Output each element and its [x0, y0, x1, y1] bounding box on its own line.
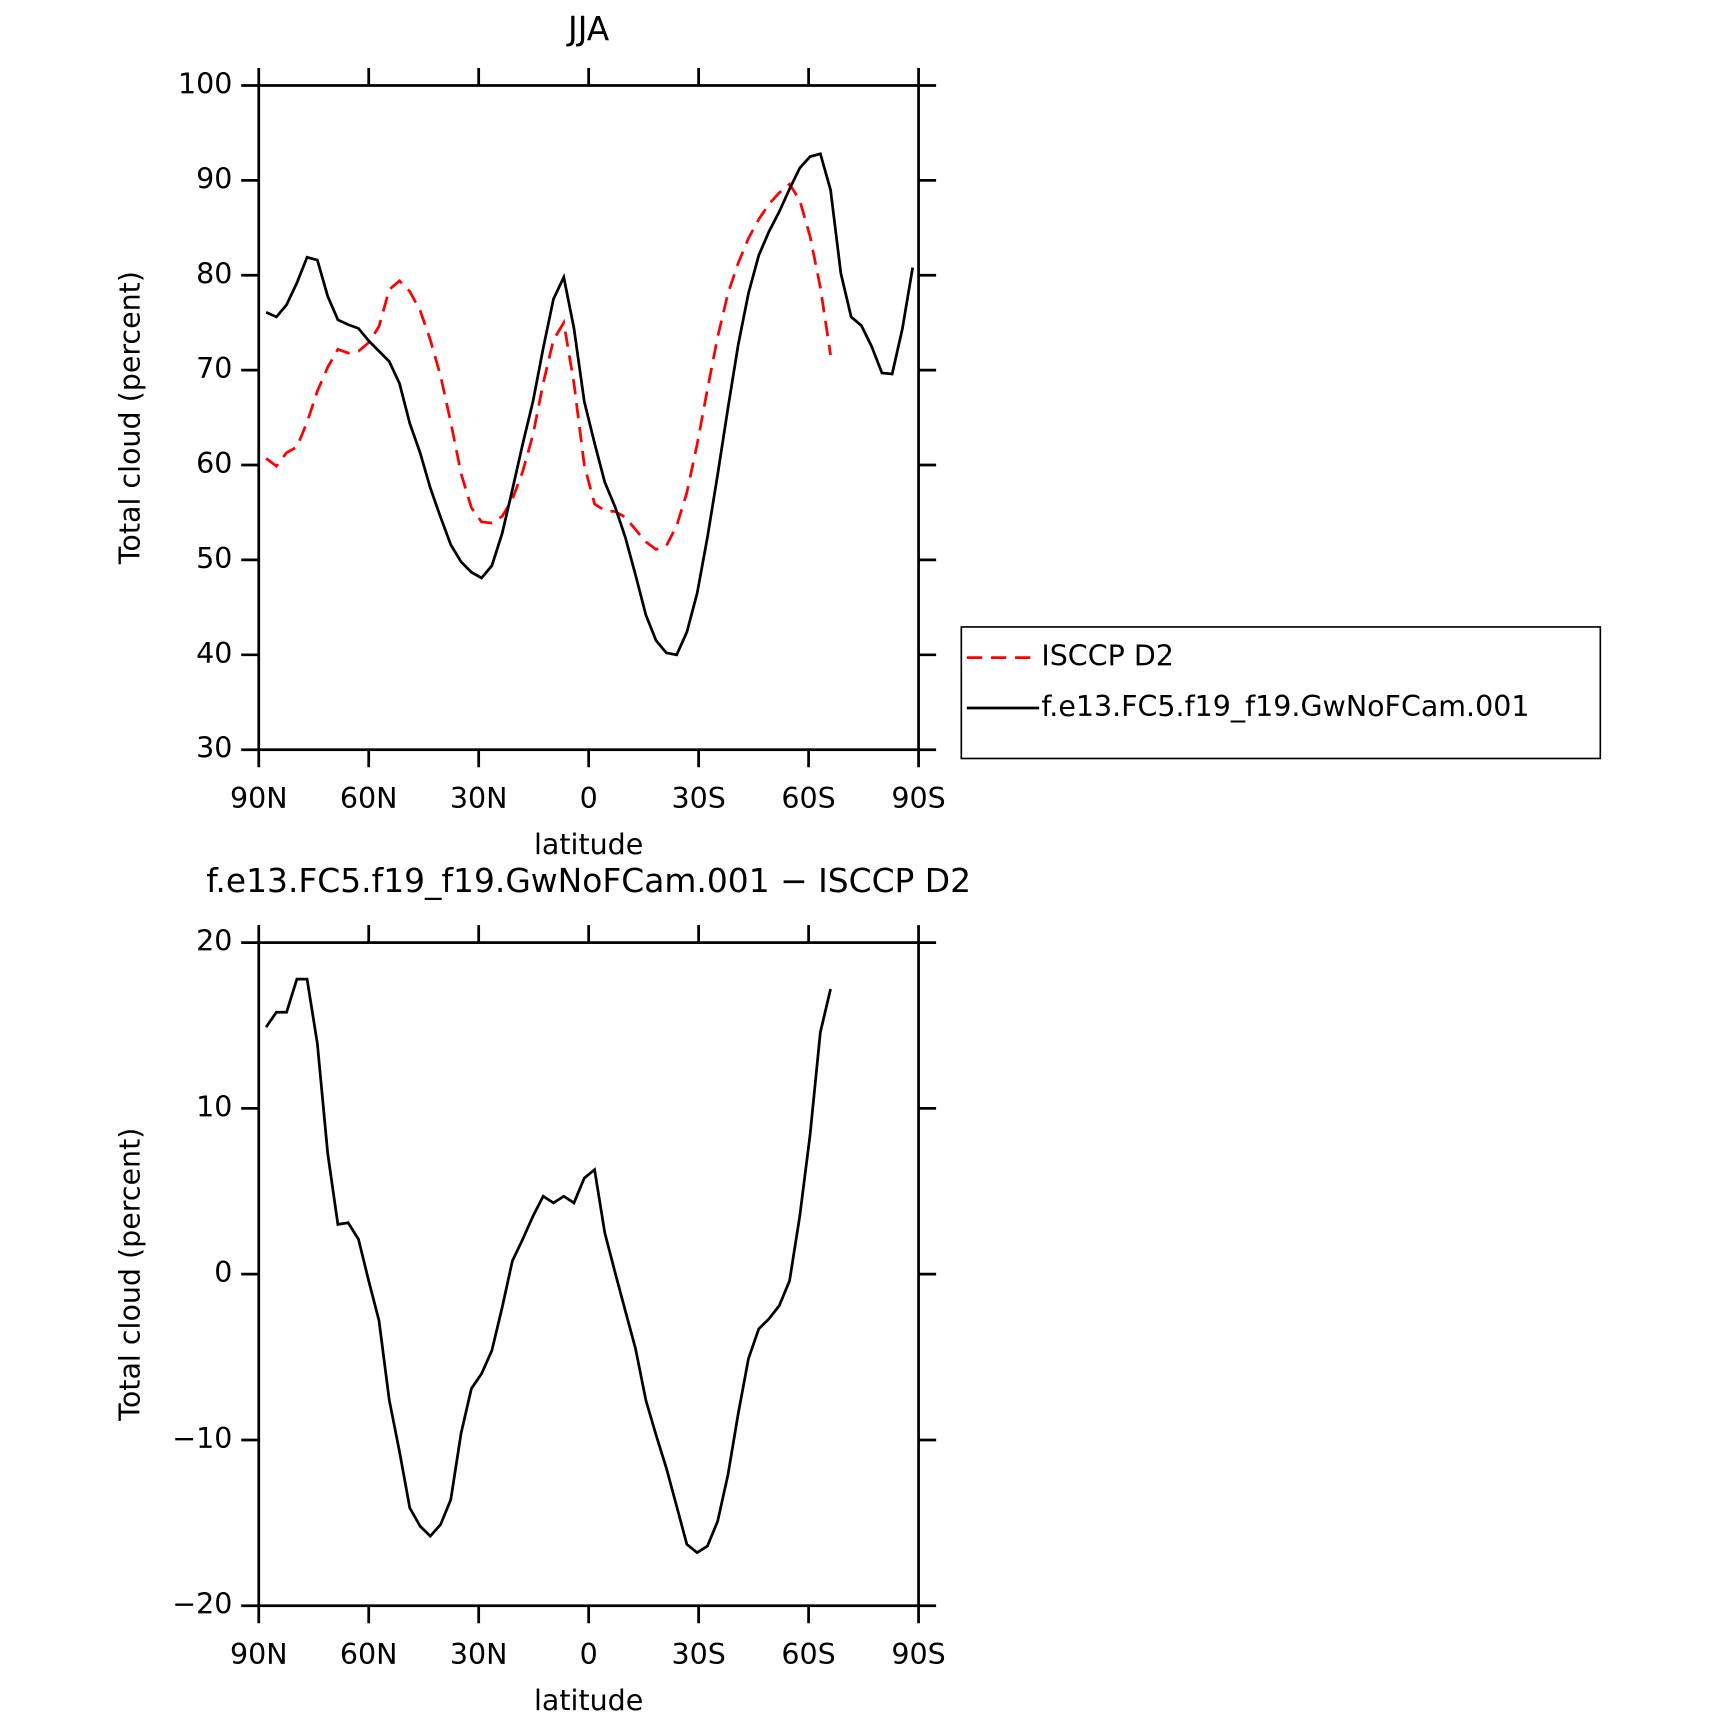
y-tick-label: 90	[196, 162, 232, 195]
y-axis-label: Total cloud (percent)	[114, 271, 147, 565]
data-line	[265, 152, 915, 657]
legend-label: f.e13.FC5.f19_f19.GwNoFCam.001	[1041, 690, 1529, 723]
y-tick-label: 70	[196, 352, 232, 385]
y-tick-label: 80	[196, 257, 232, 290]
x-tick-label: 90S	[891, 1638, 945, 1671]
y-tick-label: 60	[196, 447, 232, 480]
x-axis-label: latitude	[534, 1684, 643, 1717]
x-tick-label: 0	[580, 1638, 598, 1671]
y-tick-label: −20	[172, 1588, 232, 1621]
x-tick-label: 0	[580, 782, 598, 815]
data-line	[265, 182, 832, 551]
legend-box	[960, 626, 1602, 760]
x-tick-label: 90N	[230, 782, 288, 815]
y-tick-label: 100	[178, 67, 232, 100]
x-tick-label: 30S	[671, 1638, 725, 1671]
x-tick-label: 90N	[230, 1638, 288, 1671]
y-tick-label: 30	[196, 732, 232, 765]
y-tick-label: −10	[172, 1422, 232, 1455]
y-tick-label: 0	[214, 1256, 232, 1289]
y-tick-label: 40	[196, 637, 232, 670]
chart-title: f.e13.FC5.f19_f19.GwNoFCam.001 − ISCCP D…	[206, 861, 971, 900]
y-tick-label: 10	[196, 1090, 232, 1123]
chart-title: JJA	[566, 9, 610, 48]
y-axis-label: Total cloud (percent)	[114, 1128, 147, 1422]
y-tick-label: 50	[196, 542, 232, 575]
x-tick-label: 30S	[671, 782, 725, 815]
x-tick-label: 30N	[450, 782, 508, 815]
x-tick-label: 30N	[450, 1638, 508, 1671]
plot-frame	[257, 941, 920, 1608]
x-tick-label: 90S	[891, 782, 945, 815]
legend-label: ISCCP D2	[1041, 640, 1174, 673]
x-tick-label: 60N	[340, 782, 398, 815]
data-line	[264, 977, 832, 1555]
x-tick-label: 60S	[781, 782, 835, 815]
x-axis-label: latitude	[534, 828, 643, 861]
x-tick-label: 60N	[340, 1638, 398, 1671]
x-tick-label: 60S	[781, 1638, 835, 1671]
plot-frame	[257, 84, 920, 752]
y-tick-label: 20	[196, 925, 232, 958]
